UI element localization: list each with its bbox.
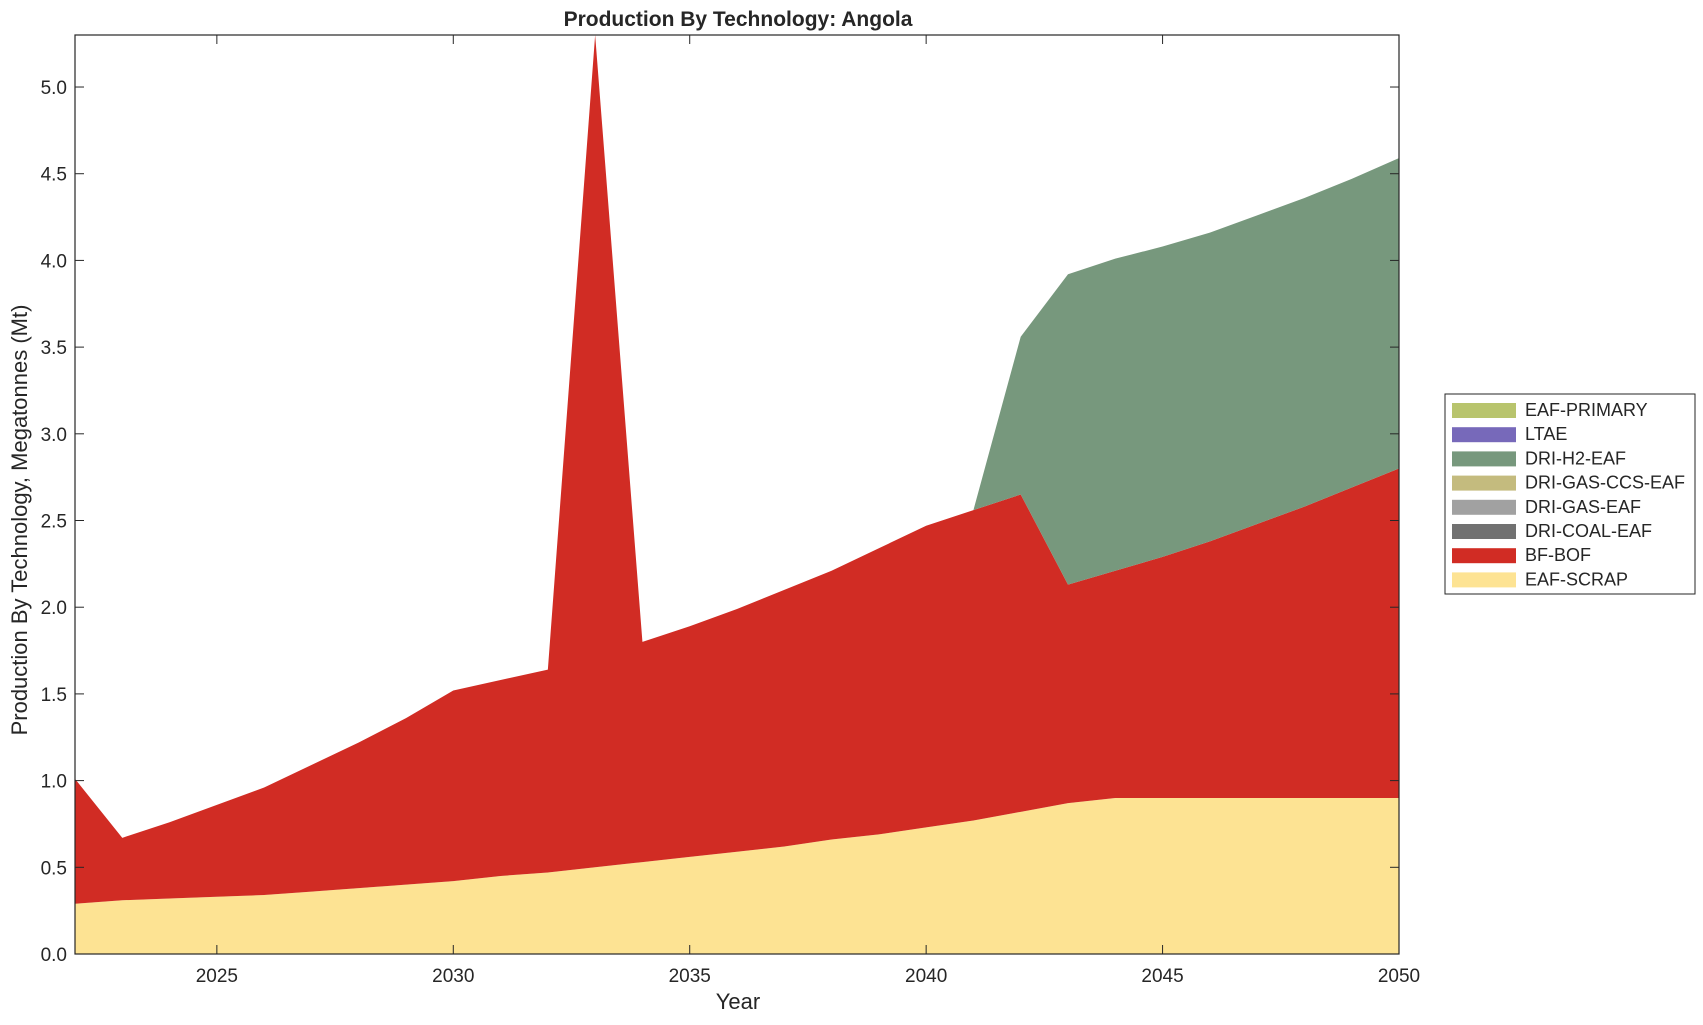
legend-swatch-dri-gas-eaf <box>1452 499 1516 515</box>
y-tick-label: 4.0 <box>41 251 67 272</box>
legend-label-ltae: LTAE <box>1525 424 1567 444</box>
legend-label-bf-bof: BF-BOF <box>1525 545 1591 565</box>
y-tick-label: 3.0 <box>41 425 67 446</box>
legend-swatch-eaf-primary <box>1452 403 1516 418</box>
legend-swatch-bf-bof <box>1452 548 1516 564</box>
legend-swatch-eaf-scrap <box>1452 572 1516 588</box>
legend-label-eaf-scrap: EAF-SCRAP <box>1525 569 1628 589</box>
areas-layer <box>75 35 1399 954</box>
area-eaf-scrap <box>75 797 1399 954</box>
x-tick-label: 2025 <box>196 966 238 987</box>
chart-title: Production By Technology: Angola <box>564 8 913 31</box>
legend-label-dri-h2-eaf: DRI-H2-EAF <box>1525 448 1626 468</box>
y-tick-label: 2.5 <box>41 512 67 533</box>
x-axis-title: Year <box>716 989 760 1014</box>
legend-label-dri-coal-eaf: DRI-COAL-EAF <box>1525 521 1652 541</box>
y-tick-label: 0.5 <box>41 858 67 879</box>
plot-frame <box>74 34 1400 955</box>
area-bf-bof <box>75 35 1399 904</box>
legend-label-eaf-primary: EAF-PRIMARY <box>1525 400 1648 420</box>
legend-swatch-dri-coal-eaf <box>1452 524 1516 539</box>
legend-swatch-dri-h2-eaf <box>1452 451 1516 467</box>
x-tick-label: 2040 <box>905 966 947 987</box>
y-tick-label: 3.5 <box>41 338 67 359</box>
y-tick-label: 1.5 <box>41 685 67 706</box>
y-tick-label: 2.0 <box>41 598 67 619</box>
y-tick-label: 0.0 <box>41 945 67 966</box>
x-tick-label: 2035 <box>669 966 711 987</box>
x-tick-label: 2045 <box>1141 966 1183 987</box>
y-tick-label: 1.0 <box>41 772 67 793</box>
y-tick-label: 5.0 <box>41 78 67 99</box>
y-tick-label: 4.5 <box>41 165 67 186</box>
y-axis-title: Production By Technology, Megatonnes (Mt… <box>7 305 32 736</box>
x-tick-label: 2050 <box>1378 966 1420 987</box>
x-tick-label: 2030 <box>432 966 474 987</box>
legend-label-dri-gas-eaf: DRI-GAS-EAF <box>1525 497 1641 517</box>
legend-swatch-ltae <box>1452 427 1516 443</box>
area-dri-h2-eaf <box>75 35 1399 838</box>
legend: EAF-PRIMARY LTAE DRI-H2-EAF DRI-GAS-CCS-EAF… <box>1444 393 1696 595</box>
legend-label-dri-gas-ccs-eaf: DRI-GAS-CCS-EAF <box>1525 473 1685 493</box>
ticks-layer: 2025 2030 2035 2040 2045 2050 0.0 0.5 1.0 1.5 2.0 2… <box>41 35 1420 987</box>
legend-swatch-dri-gas-ccs-eaf <box>1452 475 1516 491</box>
